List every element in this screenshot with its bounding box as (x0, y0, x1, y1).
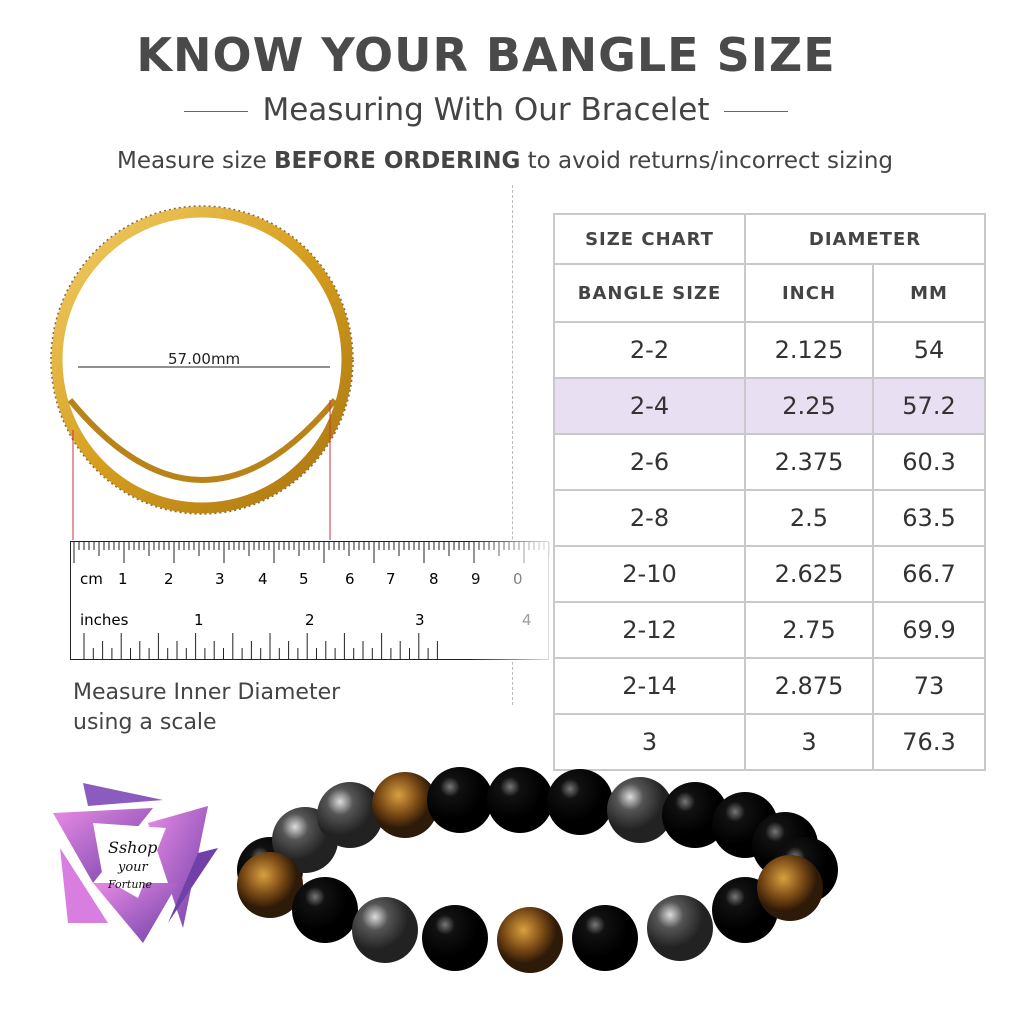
cell-mm: 63.5 (872, 489, 986, 547)
ruler: cm inches 12345678901234 (70, 541, 550, 661)
ring-measurement: 57.00mm (168, 350, 241, 368)
bead (372, 772, 438, 838)
cell-inch: 2.625 (744, 545, 874, 603)
bead (427, 767, 493, 833)
cell-size: 2-4 (553, 377, 746, 435)
inch-number: 2 (305, 611, 315, 629)
cell-mm: 60.3 (872, 433, 986, 491)
bead (292, 877, 358, 943)
inches-label: inches (80, 611, 129, 629)
cm-number: 6 (345, 570, 355, 588)
cell-mm: 57.2 (872, 377, 986, 435)
size-chart-table: SIZE CHART DIAMETER BANGLE SIZE INCH MM … (553, 213, 986, 771)
gold-bangle-image (50, 205, 354, 540)
header-diameter: DIAMETER (744, 213, 986, 265)
svg-text:Sshop: Sshop (108, 838, 157, 857)
caption-line-2: using a scale (73, 710, 217, 735)
table-row: 2-12 2.75 69.9 (553, 601, 986, 659)
col-inch: INCH (744, 263, 874, 323)
cell-inch: 2.125 (744, 321, 874, 379)
cell-inch: 3 (744, 713, 874, 771)
measure-caption: Measure Inner Diameter using a scale (73, 678, 340, 738)
table-row: 2-4 2.25 57.2 (553, 377, 986, 435)
bead-bracelet-image (237, 767, 838, 973)
header-size-chart: SIZE CHART (553, 213, 746, 265)
cell-inch: 2.875 (744, 657, 874, 715)
shop-your-fortune-logo: Sshop your Fortune (53, 783, 218, 943)
bead (352, 897, 418, 963)
cm-number: 5 (299, 570, 309, 588)
bead (572, 905, 638, 971)
cell-mm: 73 (872, 657, 986, 715)
bead (647, 895, 713, 961)
caption-line-1: Measure Inner Diameter (73, 680, 341, 705)
cell-mm: 69.9 (872, 601, 986, 659)
bead (662, 782, 728, 848)
table-subheader-row: BANGLE SIZE INCH MM (553, 263, 986, 323)
bead (547, 769, 613, 835)
cm-number: 4 (258, 570, 268, 588)
cell-inch: 2.75 (744, 601, 874, 659)
col-mm: MM (872, 263, 986, 323)
cell-size: 2-14 (553, 657, 746, 715)
inch-number: 1 (194, 611, 204, 629)
cell-mm: 54 (872, 321, 986, 379)
cell-size: 2-6 (553, 433, 746, 491)
table-row: 2-10 2.625 66.7 (553, 545, 986, 603)
cm-number: 2 (164, 570, 174, 588)
table-row: 2-8 2.5 63.5 (553, 489, 986, 547)
cell-size: 2-12 (553, 601, 746, 659)
bead (607, 777, 673, 843)
divider-line (723, 111, 788, 112)
instruction-post: to avoid returns/incorrect sizing (520, 148, 894, 174)
cm-label: cm (80, 570, 103, 588)
cell-inch: 2.375 (744, 433, 874, 491)
table-row: 2-14 2.875 73 (553, 657, 986, 715)
cell-mm: 76.3 (872, 713, 986, 771)
bead (487, 767, 553, 833)
cell-inch: 2.25 (744, 377, 874, 435)
cell-mm: 66.7 (872, 545, 986, 603)
page-title: KNOW YOUR BANGLE SIZE (136, 28, 836, 82)
dashed-divider (512, 185, 513, 705)
cell-size: 2-8 (553, 489, 746, 547)
cm-number: 3 (215, 570, 225, 588)
cm-number: 1 (118, 570, 128, 588)
divider-line (184, 111, 249, 112)
cell-size: 2-2 (553, 321, 746, 379)
subtitle-text: Measuring With Our Bracelet (262, 92, 710, 128)
cell-inch: 2.5 (744, 489, 874, 547)
table-row: 3 3 76.3 (553, 713, 986, 771)
subtitle: Measuring With Our Bracelet (0, 92, 972, 128)
table-row: 2-2 2.125 54 (553, 321, 986, 379)
svg-text:your: your (117, 860, 149, 875)
svg-text:Fortune: Fortune (107, 878, 153, 891)
bead (757, 855, 823, 921)
bead (317, 782, 383, 848)
col-bangle-size: BANGLE SIZE (553, 263, 746, 323)
instruction-pre: Measure size (116, 148, 274, 174)
instruction-bold: BEFORE ORDERING (273, 148, 521, 174)
bead (237, 852, 303, 918)
cell-size: 3 (553, 713, 746, 771)
table-row: 2-6 2.375 60.3 (553, 433, 986, 491)
table-header-row: SIZE CHART DIAMETER (553, 213, 986, 265)
cell-size: 2-10 (553, 545, 746, 603)
instruction: Measure size BEFORE ORDERING to avoid re… (0, 148, 1010, 174)
bead (497, 907, 563, 973)
bead (422, 905, 488, 971)
